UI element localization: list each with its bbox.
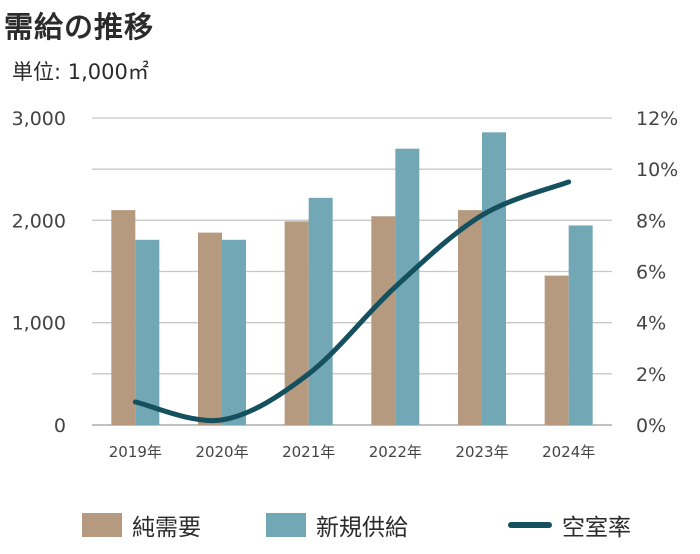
bar-demand	[458, 210, 482, 425]
right-axis-ticks: 0% 2% 4% 6% 8% 10% 12%	[636, 108, 678, 437]
left-tick-label: 1,000	[12, 313, 66, 335]
legend: 純需要 新規供給 空室率	[0, 504, 700, 548]
x-tick-label: 2019年	[109, 443, 162, 461]
grid-lines	[92, 117, 612, 426]
right-tick-label: 6%	[636, 262, 666, 284]
vacancy-line-group	[132, 179, 572, 424]
right-tick-label: 0%	[636, 415, 666, 437]
right-tick-label: 2%	[636, 364, 666, 386]
bar-demand	[111, 210, 136, 425]
bar-supply	[482, 132, 506, 425]
bar-supply	[308, 197, 333, 425]
legend-item-supply: 新規供給	[266, 508, 408, 542]
bar-supply	[222, 239, 246, 425]
x-tick-label: 2023年	[455, 443, 508, 461]
left-axis-ticks: 0 1,000 2,000 3,000	[12, 108, 66, 437]
bar-supply	[395, 148, 420, 425]
left-tick-label: 2,000	[12, 210, 66, 232]
bar-demand	[284, 221, 309, 425]
bars	[111, 132, 593, 425]
bar-supply	[135, 239, 160, 425]
legend-label-vacancy: 空室率	[562, 515, 631, 541]
legend-item-demand: 純需要	[82, 508, 201, 542]
right-tick-label: 8%	[636, 210, 666, 232]
x-tick-label: 2024年	[542, 443, 595, 461]
bar-demand	[198, 232, 222, 425]
bar-demand	[544, 275, 569, 425]
unit-label: 単位: 1,000㎡	[12, 60, 149, 84]
x-tick-label: 2020年	[195, 443, 248, 461]
right-tick-label: 10%	[636, 159, 678, 181]
legend-label-supply: 新規供給	[316, 515, 408, 541]
legend-swatch-supply	[266, 513, 306, 537]
right-tick-label: 12%	[636, 108, 678, 130]
legend-item-vacancy: 空室率	[508, 508, 631, 542]
left-tick-label: 0	[54, 415, 66, 437]
right-tick-label: 4%	[636, 313, 666, 335]
bar-demand	[371, 216, 396, 425]
vacancy-line	[132, 179, 572, 424]
x-tick-label: 2021年	[282, 443, 335, 461]
chart-title: 需給の推移	[4, 10, 155, 44]
legend-swatch-vacancy	[508, 522, 552, 528]
x-tick-label: 2022年	[369, 443, 422, 461]
left-tick-label: 3,000	[12, 108, 66, 130]
legend-label-demand: 純需要	[132, 515, 201, 541]
x-axis-ticks: 2019年 2020年 2021年 2022年 2023年 2024年	[109, 443, 596, 461]
legend-swatch-demand	[82, 513, 122, 537]
bar-supply	[568, 225, 593, 425]
